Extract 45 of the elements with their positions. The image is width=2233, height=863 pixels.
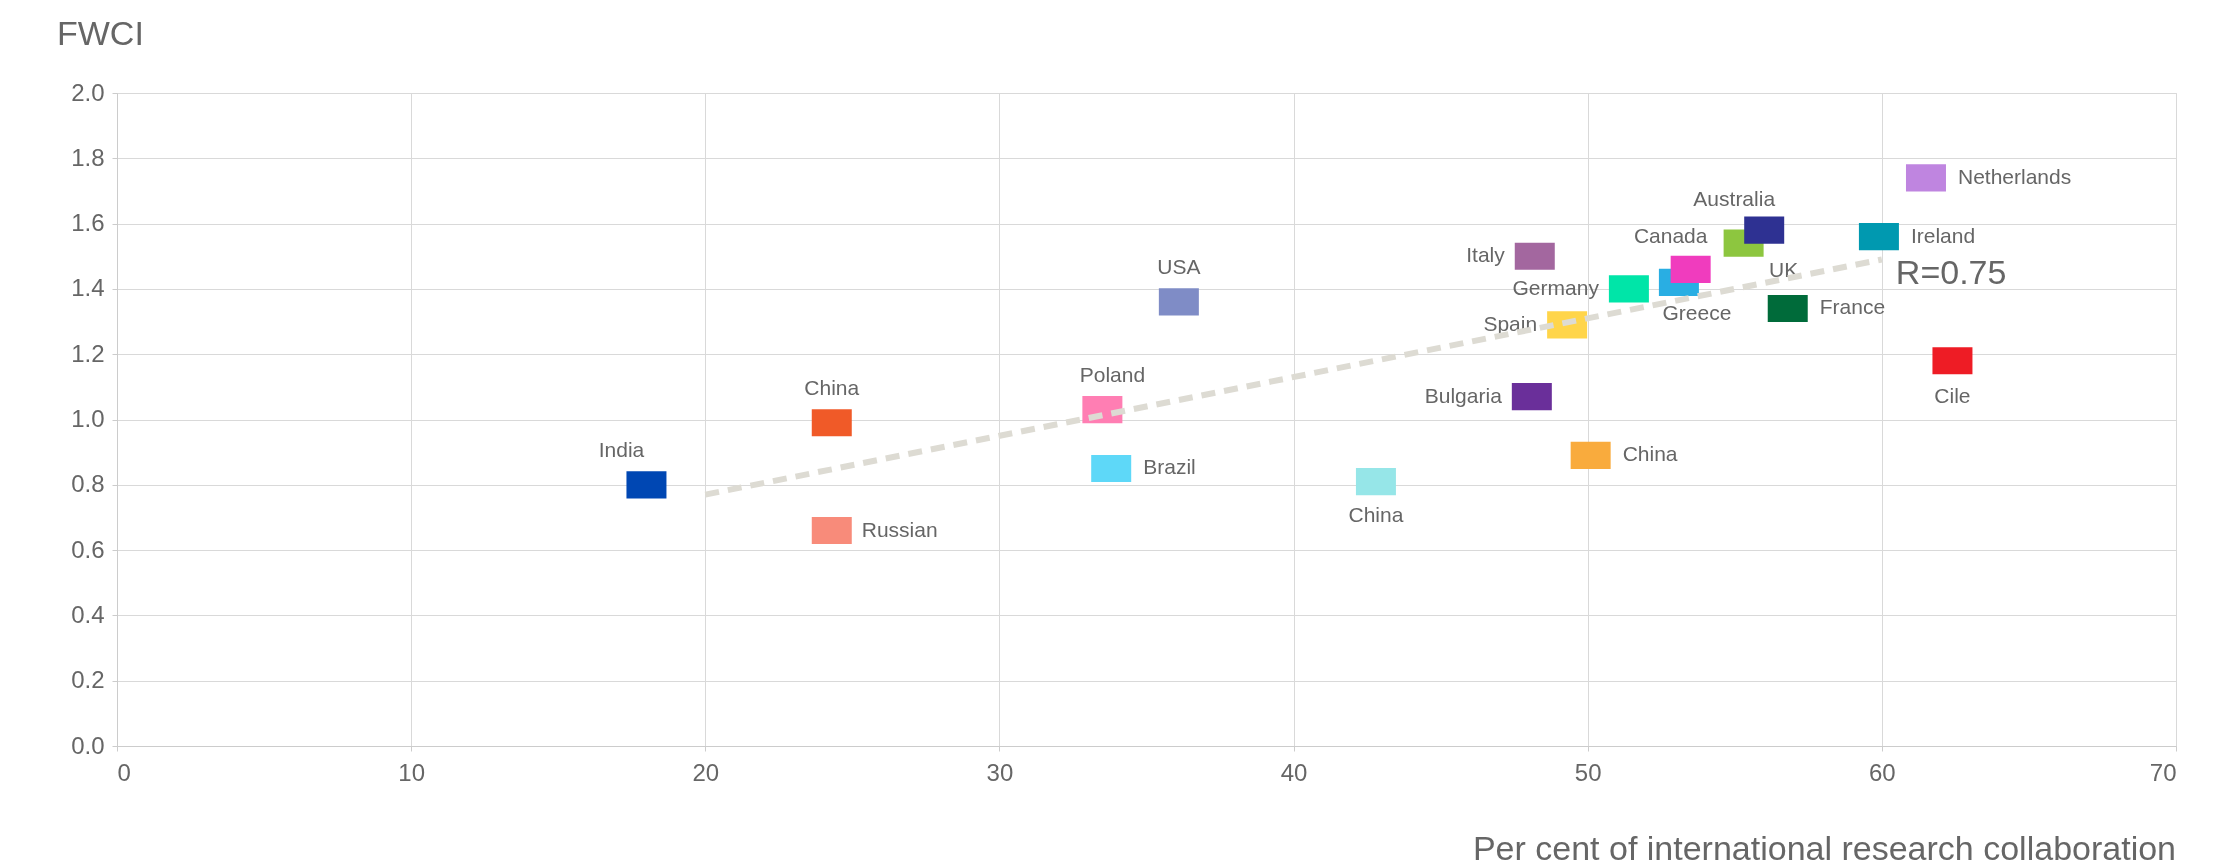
series-label: Canada xyxy=(1633,224,1708,248)
y-tick-label: 2.0 xyxy=(71,78,105,106)
x-axis-title: Per cent of international research collaboration xyxy=(1472,829,2176,863)
series-label: Greece xyxy=(1662,301,1732,325)
y-tick-label: 1.6 xyxy=(71,209,105,237)
y-tick-label: 0.8 xyxy=(71,470,105,498)
annotation: R=0.75 xyxy=(1895,252,2007,291)
x-tick-label: 70 xyxy=(2149,758,2177,786)
series-label: India xyxy=(598,437,645,461)
point xyxy=(811,516,852,545)
series-label: France xyxy=(1819,295,1886,319)
y-tick-label: 0.6 xyxy=(71,535,105,563)
series-label: Brazil xyxy=(1143,455,1196,479)
point xyxy=(1570,441,1611,470)
series-label: China xyxy=(1622,442,1678,466)
series-label: USA xyxy=(1157,254,1201,278)
x-tick-label: 0 xyxy=(117,758,131,786)
x-tick-label: 10 xyxy=(398,758,425,786)
x-tick-label: 40 xyxy=(1280,758,1308,786)
series-label: Bulgaria xyxy=(1424,383,1503,407)
series-label: Russian xyxy=(861,517,938,541)
y-tick-label: 0.2 xyxy=(71,666,105,694)
y-tick-label: 1.0 xyxy=(71,405,105,432)
y-tick-label: 0.0 xyxy=(71,731,105,759)
y-tick-label: 1.4 xyxy=(71,274,105,302)
point xyxy=(1767,294,1808,323)
x-tick-label: 20 xyxy=(692,758,720,786)
y-tick-label: 1.2 xyxy=(71,339,105,367)
series-label: Germany xyxy=(1512,275,1600,299)
series-label: Australia xyxy=(1693,187,1776,211)
point xyxy=(1091,454,1132,483)
x-tick-label: 60 xyxy=(1869,758,1896,786)
y-axis-title: FWCI xyxy=(57,14,144,52)
series-label: Netherlands xyxy=(1957,164,2072,188)
y-tick-label: 0.4 xyxy=(71,600,105,628)
series-label: Cile xyxy=(1934,383,1971,407)
y-tick-label: 1.8 xyxy=(71,143,105,171)
x-tick-label: 30 xyxy=(986,758,1014,786)
point xyxy=(1355,467,1396,496)
series-label: China xyxy=(804,375,860,399)
series-label: Ireland xyxy=(1910,223,1976,247)
series-label: China xyxy=(1348,502,1404,526)
series-label: Italy xyxy=(1466,243,1506,267)
series-label: Poland xyxy=(1079,362,1146,386)
x-tick-label: 50 xyxy=(1574,758,1602,786)
